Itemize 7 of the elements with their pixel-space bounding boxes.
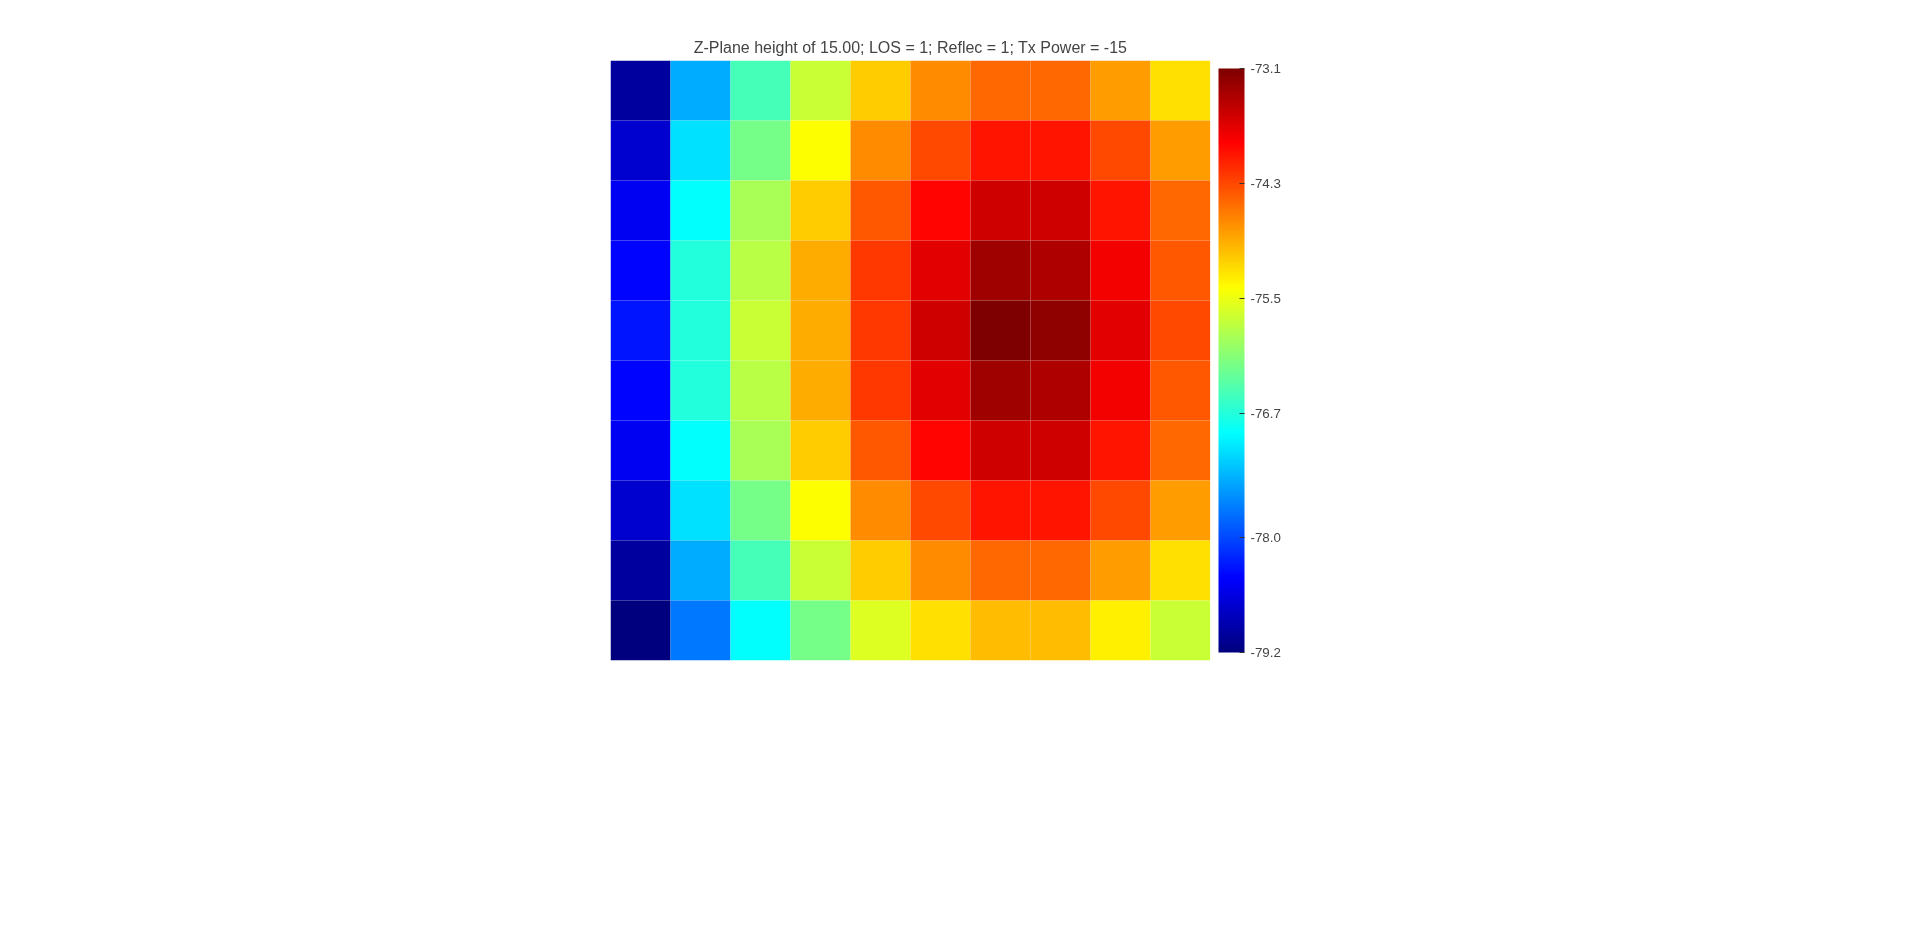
chart-title: Z-Plane height of 15.00; LOS = 1; Reflec = 1; Tx Power = -15 <box>693 38 1128 56</box>
color-bar-label: -75.5 <box>1250 290 1281 306</box>
color-bar-label: -76.7 <box>1250 405 1281 421</box>
color-bar-label: -78.0 <box>1250 530 1281 546</box>
color-bar-label: -79.2 <box>1250 645 1281 660</box>
color-bar-label: -74.3 <box>1250 175 1281 191</box>
color-bar-label: -73.1 <box>1250 61 1281 76</box>
